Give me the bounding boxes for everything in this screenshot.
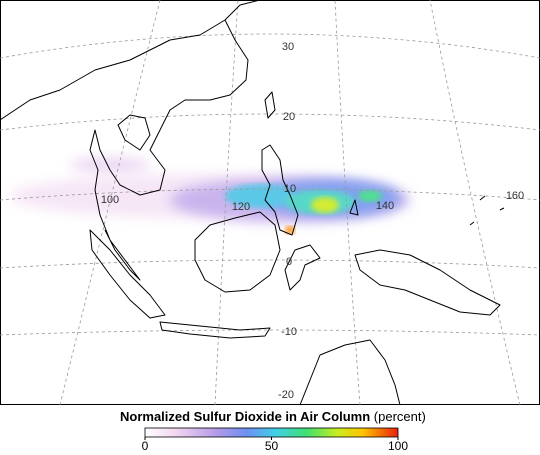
legend-title: Normalized Sulfur Dioxide in Air Column …	[120, 409, 426, 424]
lon-label: 160	[506, 190, 524, 202]
legend-unit: (percent)	[374, 409, 426, 424]
lat-label: -10	[281, 326, 297, 338]
coastlines	[0, 0, 505, 406]
lat-label: 0	[286, 256, 292, 268]
colorbar-tick-label: 0	[142, 439, 149, 453]
legend-title-text: Normalized Sulfur Dioxide in Air Column	[120, 409, 370, 424]
lon-label: 120	[232, 201, 250, 213]
lat-label: -20	[278, 389, 294, 401]
colorbar-tick-label: 50	[265, 439, 279, 453]
lat-label: 10	[284, 183, 296, 195]
lon-label: 100	[101, 194, 119, 206]
lat-label: 20	[283, 111, 295, 123]
lat-label: 30	[282, 41, 294, 53]
colorbar	[144, 427, 399, 438]
colorbar-tick-label: 100	[388, 439, 408, 453]
graticule	[0, 0, 540, 406]
grid-labels: 30 20 10 0 -10 -20 100 120 140 160	[101, 41, 524, 401]
lon-label: 140	[376, 200, 394, 212]
